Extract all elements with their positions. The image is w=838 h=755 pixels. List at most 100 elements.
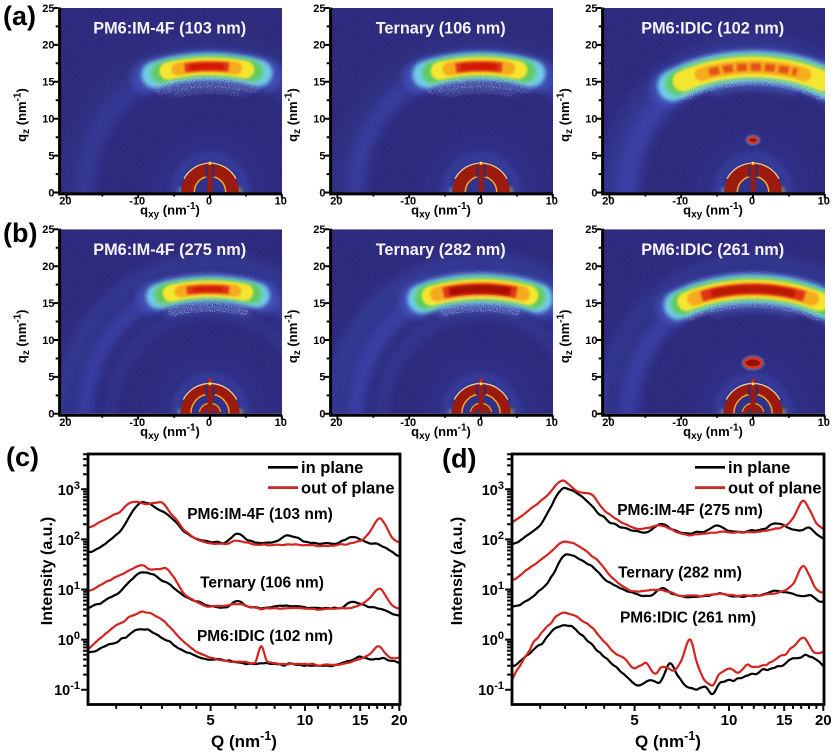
svg-text:qxy (nm-1): qxy (nm-1) xyxy=(411,201,471,221)
svg-text:PM6:IDIC (261 nm): PM6:IDIC (261 nm) xyxy=(641,241,784,259)
svg-text:15: 15 xyxy=(42,298,54,310)
svg-text:0: 0 xyxy=(591,187,597,199)
svg-text:100: 100 xyxy=(482,630,504,649)
svg-text:qxy (nm-1): qxy (nm-1) xyxy=(683,201,743,221)
svg-text:10: 10 xyxy=(585,335,597,347)
svg-text:0: 0 xyxy=(48,409,54,421)
svg-text:101: 101 xyxy=(58,580,80,599)
svg-text:PM6:IM-4F (103 nm): PM6:IM-4F (103 nm) xyxy=(93,20,246,38)
svg-text:20: 20 xyxy=(585,40,597,52)
svg-text:10: 10 xyxy=(297,712,314,729)
svg-text:qz (nm-1): qz (nm-1) xyxy=(556,309,576,363)
svg-text:PM6:IDIC (261 nm): PM6:IDIC (261 nm) xyxy=(620,610,756,627)
svg-text:10: 10 xyxy=(818,196,830,208)
svg-text:20: 20 xyxy=(602,417,614,429)
svg-text:15: 15 xyxy=(776,712,793,729)
svg-text:Ternary (106 nm): Ternary (106 nm) xyxy=(376,20,506,38)
svg-text:10-1: 10-1 xyxy=(54,680,80,699)
svg-text:5: 5 xyxy=(591,150,597,162)
svg-text:10-1: 10-1 xyxy=(478,680,504,699)
svg-text:Q (nm-1): Q (nm-1) xyxy=(211,729,277,751)
svg-text:qxy (nm-1): qxy (nm-1) xyxy=(140,422,200,442)
svg-text:20: 20 xyxy=(313,261,325,273)
svg-text:15: 15 xyxy=(313,298,325,310)
svg-text:15: 15 xyxy=(42,77,54,89)
svg-text:Ternary (282 nm): Ternary (282 nm) xyxy=(618,565,742,582)
svg-text:20: 20 xyxy=(330,417,342,429)
svg-text:10: 10 xyxy=(313,335,325,347)
svg-text:-10: -10 xyxy=(672,196,688,208)
svg-text:101: 101 xyxy=(482,580,504,599)
svg-text:102: 102 xyxy=(58,530,80,549)
svg-text:-10: -10 xyxy=(672,417,688,429)
svg-text:-10: -10 xyxy=(129,196,145,208)
svg-text:0: 0 xyxy=(206,417,212,429)
svg-text:5: 5 xyxy=(48,150,54,162)
svg-text:20: 20 xyxy=(330,196,342,208)
svg-text:0: 0 xyxy=(206,196,212,208)
svg-text:25: 25 xyxy=(585,3,597,15)
svg-text:10: 10 xyxy=(275,417,287,429)
svg-text:Ternary (282 nm): Ternary (282 nm) xyxy=(376,241,506,259)
svg-text:25: 25 xyxy=(42,3,54,15)
svg-text:10: 10 xyxy=(42,335,54,347)
svg-text:5: 5 xyxy=(591,372,597,384)
svg-text:qz (nm-1): qz (nm-1) xyxy=(13,309,33,363)
svg-text:qxy (nm-1): qxy (nm-1) xyxy=(411,422,471,442)
svg-text:25: 25 xyxy=(585,224,597,236)
svg-text:25: 25 xyxy=(313,3,325,15)
svg-text:5: 5 xyxy=(206,712,214,729)
svg-text:0: 0 xyxy=(477,417,483,429)
svg-text:10: 10 xyxy=(585,114,597,126)
svg-text:20: 20 xyxy=(59,196,71,208)
svg-text:0: 0 xyxy=(319,187,325,199)
svg-text:10: 10 xyxy=(818,417,830,429)
svg-text:PM6:IDIC (102 nm): PM6:IDIC (102 nm) xyxy=(197,628,333,645)
svg-text:in plane: in plane xyxy=(301,459,363,477)
svg-text:0: 0 xyxy=(749,196,755,208)
svg-text:15: 15 xyxy=(352,712,369,729)
svg-text:103: 103 xyxy=(58,480,80,499)
svg-text:20: 20 xyxy=(42,261,54,273)
svg-text:10: 10 xyxy=(275,196,287,208)
svg-text:0: 0 xyxy=(477,196,483,208)
svg-text:Intensity (a.u.): Intensity (a.u.) xyxy=(449,517,466,625)
svg-text:20: 20 xyxy=(815,712,832,729)
svg-text:15: 15 xyxy=(585,77,597,89)
svg-text:5: 5 xyxy=(630,712,638,729)
svg-text:102: 102 xyxy=(482,530,504,549)
svg-text:0: 0 xyxy=(591,409,597,421)
svg-text:in plane: in plane xyxy=(728,459,790,477)
svg-text:20: 20 xyxy=(602,196,614,208)
svg-text:20: 20 xyxy=(585,261,597,273)
svg-text:10: 10 xyxy=(546,196,558,208)
svg-text:-10: -10 xyxy=(129,417,145,429)
svg-text:100: 100 xyxy=(58,630,80,649)
svg-text:10: 10 xyxy=(546,417,558,429)
svg-text:out of plane: out of plane xyxy=(728,480,822,498)
svg-text:PM6:IM-4F (275 nm): PM6:IM-4F (275 nm) xyxy=(617,502,763,519)
svg-text:(c): (c) xyxy=(6,442,39,472)
svg-text:10: 10 xyxy=(313,114,325,126)
svg-text:Q (nm-1): Q (nm-1) xyxy=(635,729,701,751)
svg-text:25: 25 xyxy=(42,224,54,236)
svg-text:qz (nm-1): qz (nm-1) xyxy=(556,88,576,142)
svg-text:(b): (b) xyxy=(3,218,37,248)
svg-text:Ternary (106 nm): Ternary (106 nm) xyxy=(200,575,324,592)
svg-text:0: 0 xyxy=(48,187,54,199)
svg-text:5: 5 xyxy=(48,372,54,384)
svg-text:qz (nm-1): qz (nm-1) xyxy=(13,88,33,142)
svg-text:103: 103 xyxy=(482,480,504,499)
svg-text:20: 20 xyxy=(313,40,325,52)
svg-text:20: 20 xyxy=(59,417,71,429)
svg-text:0: 0 xyxy=(319,409,325,421)
svg-text:0: 0 xyxy=(749,417,755,429)
svg-text:5: 5 xyxy=(319,372,325,384)
svg-text:20: 20 xyxy=(391,712,408,729)
svg-text:Intensity (a.u.): Intensity (a.u.) xyxy=(39,517,56,625)
svg-text:PM6:IM-4F (103 nm): PM6:IM-4F (103 nm) xyxy=(187,506,333,523)
svg-text:5: 5 xyxy=(319,150,325,162)
svg-text:PM6:IM-4F (275 nm): PM6:IM-4F (275 nm) xyxy=(93,241,246,259)
svg-text:15: 15 xyxy=(313,77,325,89)
svg-text:10: 10 xyxy=(721,712,738,729)
